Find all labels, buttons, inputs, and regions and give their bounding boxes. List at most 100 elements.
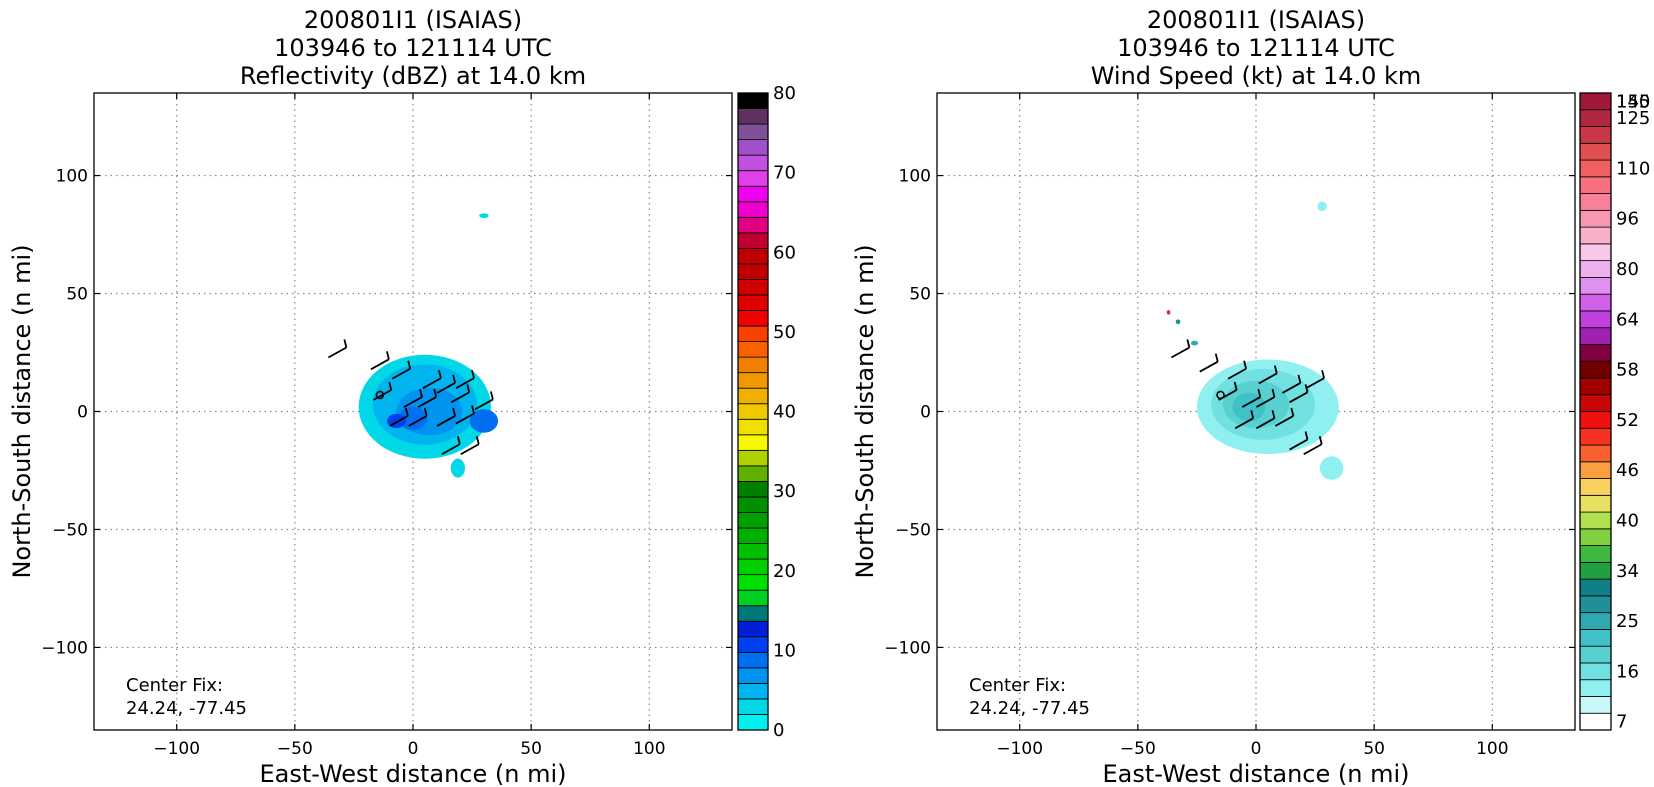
- colorbar-bin-19: [1579, 394, 1612, 412]
- colorbar-bin-17: [1579, 427, 1612, 446]
- colorbar-bin-4: [737, 651, 769, 669]
- colorbar-bin-34: [737, 185, 769, 203]
- colorbar-bin-30: [1579, 209, 1612, 228]
- colorbar-bin-29: [1579, 226, 1612, 245]
- y-tick-label: 50: [909, 285, 931, 305]
- data-cell-4: [1319, 456, 1344, 480]
- wind-barb-flag: [433, 388, 438, 398]
- colorbar-bin-35: [1579, 126, 1612, 144]
- wind-barb-flag: [1271, 388, 1276, 398]
- colorbar-bin-24: [737, 341, 769, 358]
- wind-barb-shaft: [474, 398, 494, 411]
- colorbar-bin-26: [1579, 276, 1612, 295]
- chart-title-line-2: 103946 to 121114 UTC: [274, 34, 552, 62]
- wind-barb-10: [1234, 410, 1255, 430]
- wind-barb-2: [1227, 360, 1247, 380]
- colorbar-bin-18: [737, 434, 769, 451]
- colorbar-bin-10: [737, 558, 769, 576]
- y-axis-label: North-South distance (n mi): [8, 244, 36, 578]
- y-tick-label: −50: [52, 520, 88, 540]
- chart-title-line-1: 200801I1 (ISAIAS): [1147, 6, 1365, 34]
- wind-barb-flag: [1271, 410, 1276, 419]
- colorbar-tick-label: 16: [1616, 661, 1639, 682]
- y-tick-label: 0: [920, 403, 931, 423]
- colorbar-bin-17: [737, 449, 769, 467]
- colorbar-bin-12: [737, 527, 769, 544]
- colorbar-tick-label: 50: [773, 322, 796, 343]
- x-tick-label: −100: [153, 739, 200, 759]
- chart-title-line-1: 200801I1 (ISAIAS): [304, 6, 522, 34]
- colorbar-tick-label: 0: [773, 720, 784, 741]
- colorbar-bin-15: [1579, 461, 1612, 479]
- colorbar-tick-label: 60: [773, 242, 796, 263]
- colorbar-bin-10: [1579, 545, 1612, 563]
- wind-barb-shaft: [441, 443, 461, 456]
- colorbar-tick-label: 80: [1616, 259, 1639, 280]
- colorbar-tick-label: 20: [773, 561, 796, 582]
- colorbar-tick-label: 70: [773, 163, 796, 184]
- colorbar-bin-38: [737, 123, 769, 141]
- wind-barb-8: [1256, 388, 1276, 408]
- colorbar-bin-13: [737, 512, 769, 529]
- wind-barb-shaft: [436, 382, 456, 394]
- wind-barb-5: [1305, 369, 1325, 389]
- center-fix-marker: [1216, 390, 1225, 400]
- colorbar-tick-label: 125: [1616, 108, 1650, 129]
- wind-barb-flag: [1273, 365, 1278, 374]
- wind-barb-8: [417, 388, 438, 408]
- wind-barb-flag: [1214, 353, 1219, 362]
- colorbar-bin-7: [737, 605, 769, 622]
- chart-title-line-2: 103946 to 121114 UTC: [1117, 34, 1395, 62]
- wind-barb-shaft: [1274, 415, 1294, 427]
- colorbar-bin-27: [1579, 260, 1612, 278]
- colorbar-bin-7: [1579, 595, 1612, 614]
- wind-barb-shaft: [422, 377, 442, 389]
- colorbar-bin-6: [737, 620, 769, 638]
- data-field: [1166, 201, 1344, 480]
- wind-barb-10: [474, 391, 494, 411]
- wind-barb-7: [403, 388, 423, 408]
- wind-barb-flag: [456, 436, 461, 445]
- center-fix-annotation-line-2: 24.24, -77.45: [126, 698, 247, 719]
- colorbar-bin-26: [737, 310, 769, 327]
- wind-barb-flag: [1321, 369, 1325, 379]
- colorbar-bin-20: [737, 403, 769, 420]
- colorbar-tick-label: 110: [1616, 158, 1650, 179]
- wind-barb-shaft: [1289, 391, 1308, 404]
- colorbar-bin-40: [737, 92, 769, 109]
- colorbar-tick-label: 96: [1616, 209, 1639, 230]
- wind-barb-11: [389, 407, 409, 427]
- data-field: [327, 213, 499, 478]
- colorbar-bin-35: [737, 170, 769, 187]
- colorbar-bin-23: [737, 356, 769, 374]
- chart-title-line-3: Reflectivity (dBZ) at 14.0 km: [240, 62, 586, 90]
- colorbar-bin-5: [1579, 629, 1612, 647]
- colorbar-bin-16: [1579, 444, 1612, 463]
- wind-barb-6: [372, 381, 393, 401]
- wind-barb-shaft: [455, 377, 475, 389]
- colorbar-bin-25: [737, 325, 769, 342]
- colorbar-bin-5: [737, 636, 769, 653]
- wind-barb-flag: [1318, 436, 1323, 445]
- wind-barb-flag: [404, 407, 409, 417]
- colorbar-bin-1: [737, 698, 769, 715]
- wind-barb-1: [370, 351, 390, 371]
- colorbar-tick-label: 10: [773, 640, 796, 661]
- wind-barb-4: [1282, 374, 1302, 394]
- colorbar: 0 10 20 30 40 50 60 70 80: [737, 83, 796, 741]
- wind-barb-shaft: [1256, 396, 1275, 408]
- wind-barb-flag: [466, 384, 471, 393]
- colorbar-bin-19: [737, 418, 769, 436]
- wind-barb-0: [327, 339, 348, 359]
- center-fix-annotation-line-2: 24.24, -77.45: [969, 698, 1090, 719]
- wind-barb-flag: [386, 351, 390, 360]
- colorbar-bin-34: [1579, 142, 1612, 161]
- colorbar-tick-label: 30: [773, 481, 796, 502]
- wind-barb-flag: [438, 369, 442, 379]
- colorbar-tick-label: 80: [773, 83, 796, 104]
- wind-barb-9: [1289, 384, 1309, 404]
- wind-barb-flag: [388, 381, 393, 391]
- colorbar-bin-30: [737, 247, 769, 265]
- colorbar-tick-label: 64: [1616, 309, 1639, 330]
